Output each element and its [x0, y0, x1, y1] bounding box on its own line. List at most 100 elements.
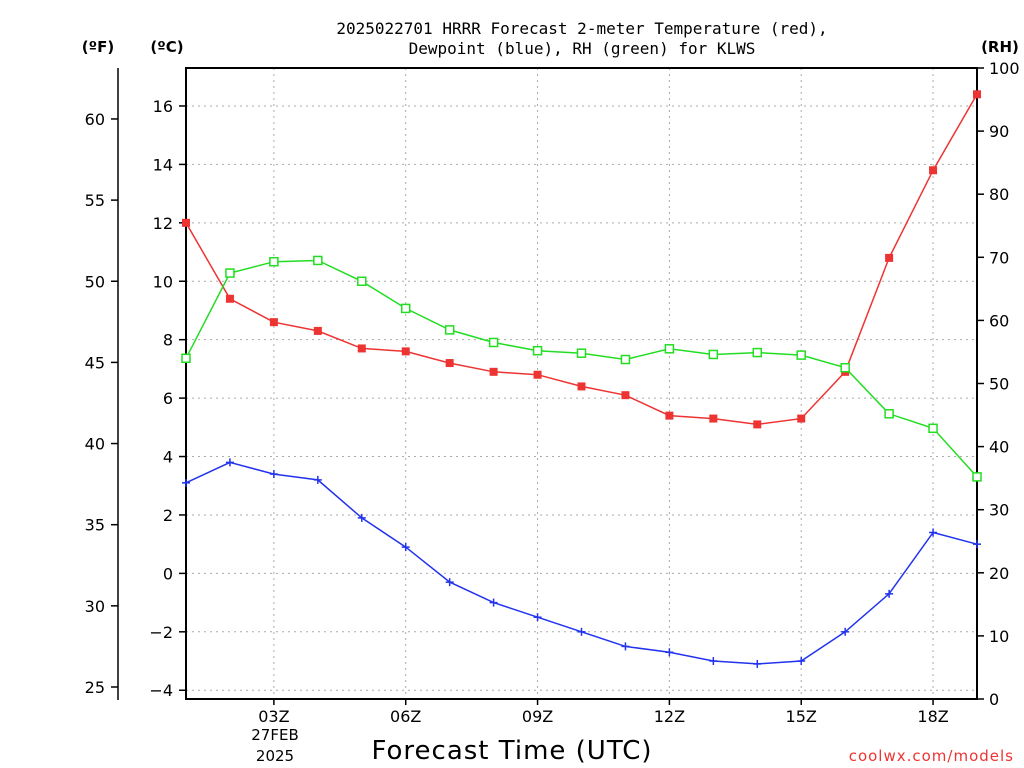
- celsius-tick-label: −4: [149, 681, 173, 700]
- rh-tick-label: 30: [989, 501, 1009, 520]
- rh-tick-label: 10: [989, 627, 1009, 646]
- celsius-axis: −4 −2 0 2 4 6 8 10 12 14 16: [149, 97, 186, 700]
- rh-point: [444, 325, 455, 335]
- dewpoint-point: [182, 478, 190, 487]
- temperature-point: [357, 344, 366, 353]
- rh-point: [884, 409, 894, 419]
- celsius-tick-label: 0: [163, 564, 173, 583]
- rh-point: [181, 353, 191, 364]
- dewpoint-series: [182, 458, 981, 668]
- dewpoint-point: [577, 627, 586, 636]
- rh-tick-label: 80: [989, 185, 1009, 204]
- temperature-point: [489, 367, 498, 376]
- time-axis: 03Z 06Z 09Z 12Z 15Z 18Z: [258, 699, 949, 726]
- rh-tick-label: 100: [989, 59, 1020, 78]
- dewpoint-point: [665, 648, 674, 657]
- chart-title-line-1: 2025022701 HRRR Forecast 2-meter Tempera…: [336, 19, 827, 38]
- temperature-point: [665, 411, 674, 420]
- time-tick-label: 15Z: [786, 707, 817, 726]
- dewpoint-point: [885, 589, 894, 598]
- rh-point: [269, 256, 279, 267]
- dewpoint-point: [533, 613, 542, 622]
- fahrenheit-axis: 25 30 35 40 45 50 55 60: [85, 110, 118, 697]
- rh-tick-label: 70: [989, 248, 1009, 267]
- celsius-tick-label: 2: [163, 506, 173, 525]
- temperature-point: [885, 253, 894, 262]
- celsius-tick-label: 4: [163, 448, 173, 467]
- temperature-point: [709, 414, 718, 423]
- celsius-tick-label: 10: [153, 272, 173, 291]
- dewpoint-point: [489, 598, 498, 607]
- rh-tick-label: 90: [989, 122, 1009, 141]
- rh-point: [400, 303, 411, 314]
- rh-axis: 0 10 20 30 40 50 60 70 80 90 100: [977, 59, 1020, 709]
- temperature-point: [577, 382, 586, 391]
- temperature-point: [533, 370, 542, 379]
- time-tick-label: 18Z: [917, 707, 948, 726]
- celsius-tick-label: 6: [163, 389, 173, 408]
- rh-point: [664, 344, 675, 354]
- rh-point: [313, 255, 323, 266]
- dewpoint-point: [709, 657, 718, 666]
- rh-point: [796, 350, 806, 360]
- celsius-tick-label: 14: [153, 155, 173, 174]
- temperature-point: [445, 359, 454, 368]
- rh-point: [576, 348, 587, 358]
- date-label-day: 27FEB: [251, 726, 298, 744]
- dewpoint-point: [753, 659, 762, 668]
- rh-tick-label: 50: [989, 375, 1009, 394]
- fahrenheit-tick-label: 55: [85, 191, 105, 210]
- temperature-point: [753, 420, 762, 429]
- temperature-point: [269, 318, 278, 327]
- series-layer: [181, 90, 982, 668]
- temperature-point: [797, 414, 806, 423]
- celsius-tick-label: 12: [153, 214, 173, 233]
- fahrenheit-unit-label: (ºF): [82, 38, 114, 56]
- rh-point: [928, 423, 938, 434]
- temperature-point: [313, 326, 322, 335]
- rh-unit-label: (RH): [981, 38, 1019, 56]
- rh-point: [752, 347, 763, 358]
- dewpoint-point: [225, 458, 234, 467]
- fahrenheit-tick-label: 40: [85, 435, 105, 454]
- rh-point: [532, 345, 543, 356]
- rh-point: [488, 337, 499, 348]
- dewpoint-point: [797, 657, 806, 666]
- temperature-point: [621, 391, 630, 400]
- dewpoint-point: [445, 578, 454, 587]
- fahrenheit-tick-label: 60: [85, 110, 105, 129]
- rh-point: [225, 268, 235, 278]
- temperature-point: [929, 166, 938, 175]
- dewpoint-point: [357, 513, 366, 522]
- time-tick-label: 09Z: [522, 707, 553, 726]
- dewpoint-point: [401, 543, 410, 552]
- rh-tick-label: 0: [989, 690, 999, 709]
- celsius-unit-label: (ºC): [150, 38, 183, 56]
- chart-title-line-2: Dewpoint (blue), RH (green) for KLWS: [409, 39, 756, 58]
- dewpoint-point: [313, 475, 322, 484]
- dewpoint-point: [929, 528, 938, 537]
- dewpoint-point: [973, 540, 981, 549]
- rh-point: [840, 362, 850, 373]
- rh-point: [972, 472, 982, 482]
- celsius-tick-label: −2: [149, 623, 173, 642]
- temperature-point: [973, 90, 981, 99]
- fahrenheit-tick-label: 25: [85, 678, 105, 697]
- fahrenheit-tick-label: 35: [85, 516, 105, 535]
- credit-text: coolwx.com/models: [849, 747, 1014, 765]
- dewpoint-point: [621, 642, 630, 651]
- fahrenheit-tick-label: 45: [85, 353, 105, 372]
- temperature-point: [182, 218, 190, 227]
- fahrenheit-tick-label: 30: [85, 597, 105, 616]
- celsius-tick-label: 16: [153, 97, 173, 116]
- dewpoint-point: [269, 470, 278, 479]
- rh-tick-label: 20: [989, 564, 1009, 583]
- rh-tick-label: 60: [989, 311, 1009, 330]
- rh-series: [181, 255, 982, 482]
- rh-point: [708, 349, 719, 360]
- time-tick-label: 03Z: [258, 707, 289, 726]
- temperature-point: [401, 347, 410, 356]
- dewpoint-point: [841, 627, 850, 636]
